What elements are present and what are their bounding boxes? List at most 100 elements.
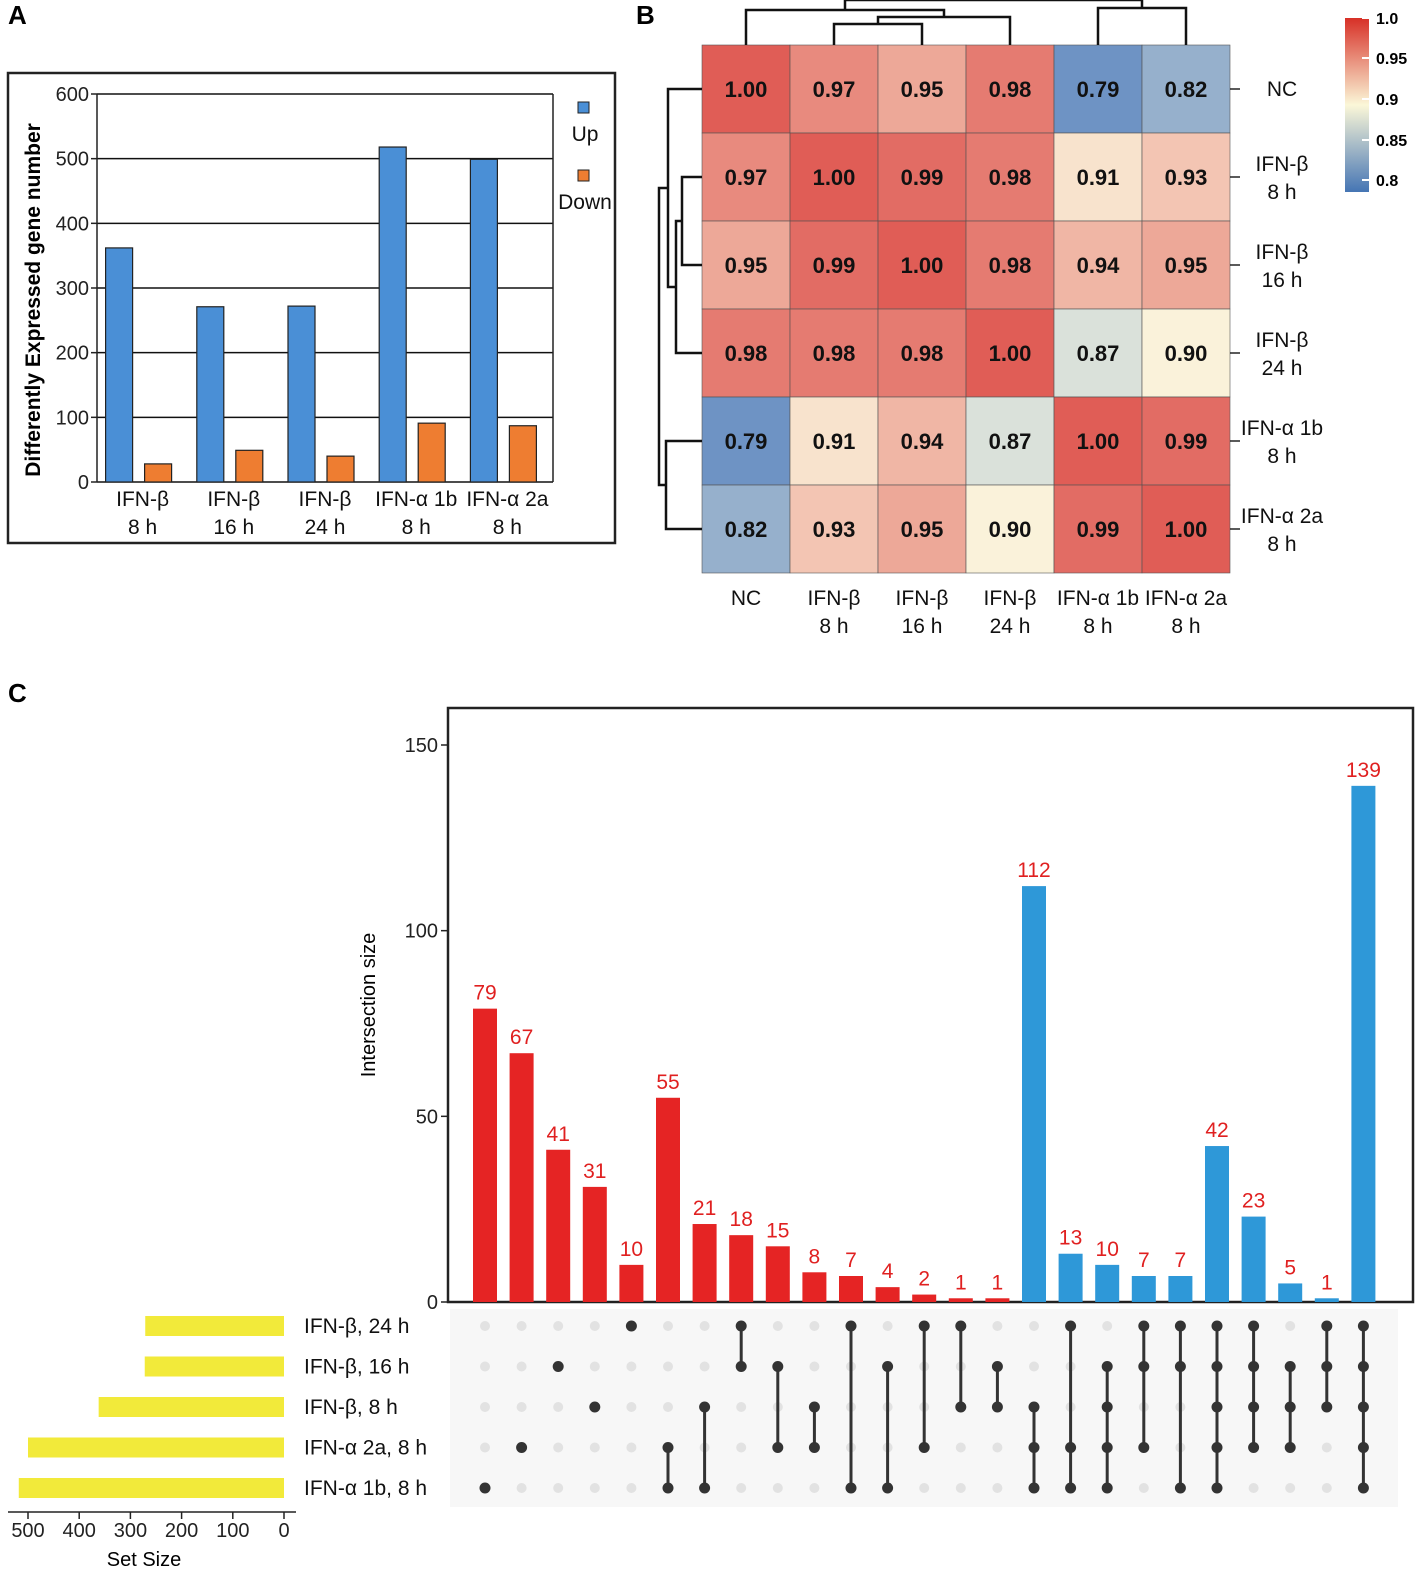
intersection-label: 7 xyxy=(1175,1249,1187,1272)
heatmap-value: 0.97 xyxy=(725,165,768,190)
set-size-axis-label: Set Size xyxy=(107,1549,181,1571)
matrix-dot-empty xyxy=(516,1483,527,1493)
matrix-dot xyxy=(1321,1361,1333,1372)
heatmap-value: 1.00 xyxy=(725,77,768,102)
matrix-dot xyxy=(1357,1442,1369,1453)
matrix-dot xyxy=(625,1320,637,1332)
y-tick-label: 500 xyxy=(56,149,89,171)
matrix-dot xyxy=(552,1361,564,1372)
matrix-dot-empty xyxy=(955,1483,966,1493)
heatmap-cell xyxy=(877,484,967,574)
row-label: 8 h xyxy=(1267,533,1296,556)
intersection-label: 42 xyxy=(1205,1119,1228,1142)
set-size-bar xyxy=(145,1316,284,1336)
row-dendrogram-branch xyxy=(666,87,702,289)
heatmap-value: 0.95 xyxy=(901,517,944,542)
heatmap-value: 0.98 xyxy=(989,77,1032,102)
legend-swatch xyxy=(577,169,590,182)
heatmap-cell xyxy=(965,220,1055,310)
row-dendrogram-branch xyxy=(664,439,702,531)
matrix-dot xyxy=(1138,1320,1150,1332)
heatmap-value: 0.99 xyxy=(813,253,856,278)
matrix-dot xyxy=(1101,1401,1113,1413)
intersection-bar xyxy=(875,1287,900,1302)
intersection-bar xyxy=(1205,1146,1229,1302)
heatmap-cell xyxy=(1053,132,1143,222)
y-axis-label: Differently Expressed gene number xyxy=(22,123,45,477)
matrix-dot xyxy=(1174,1361,1186,1372)
intersection-label: 2 xyxy=(918,1268,930,1291)
intersection-label: 67 xyxy=(510,1026,533,1049)
matrix-dot xyxy=(1211,1442,1223,1453)
heatmap-cell xyxy=(965,132,1055,222)
heatmap-cell xyxy=(1053,308,1143,398)
heatmap-value: 0.91 xyxy=(813,429,856,454)
matrix-dot xyxy=(1101,1482,1113,1494)
matrix-dot-empty xyxy=(589,1483,600,1493)
bar-up xyxy=(287,305,316,483)
matrix-dot-empty xyxy=(1285,1483,1296,1493)
intersection-bar xyxy=(802,1272,827,1302)
x-category-label: 8 h xyxy=(402,516,431,539)
intersection-bar xyxy=(1095,1264,1120,1302)
intersection-label: 7 xyxy=(1138,1249,1150,1272)
bar-up xyxy=(104,247,134,483)
heatmap-cell xyxy=(701,396,791,486)
heatmap-value: 1.00 xyxy=(901,253,944,278)
heatmap-value: 0.87 xyxy=(1077,341,1120,366)
matrix-dot xyxy=(699,1482,711,1494)
y-tick-label: 150 xyxy=(405,735,438,757)
matrix-dot xyxy=(479,1482,491,1494)
heatmap-value: 0.98 xyxy=(901,341,944,366)
row-label: NC xyxy=(1267,78,1297,101)
heatmap-value: 1.00 xyxy=(989,341,1032,366)
matrix-dot-empty xyxy=(809,1321,820,1331)
panel-label-a: A xyxy=(8,0,27,30)
matrix-dot xyxy=(772,1442,784,1453)
matrix-dot-empty xyxy=(992,1321,1003,1331)
heatmap-value: 0.95 xyxy=(1165,253,1208,278)
heatmap-cell xyxy=(789,132,879,222)
bar-chart-a: 0 100 200 300 400 500 600 Differently Expressed… xyxy=(6,71,617,545)
heatmap-value: 0.90 xyxy=(1165,341,1208,366)
x-category-label: IFN-β xyxy=(299,488,352,511)
set-size-tick-label: 0 xyxy=(278,1520,289,1542)
intersection-bar xyxy=(619,1264,644,1302)
panel-label-b: B xyxy=(636,0,655,30)
matrix-dot-empty xyxy=(1102,1321,1113,1331)
intersection-label: 8 xyxy=(809,1245,821,1268)
matrix-dot xyxy=(1174,1482,1186,1494)
matrix-dot-empty xyxy=(1285,1321,1296,1331)
y-axis-label: Intersection size xyxy=(358,933,380,1078)
intersection-label: 21 xyxy=(693,1197,716,1220)
matrix-dot xyxy=(1138,1361,1150,1372)
matrix-dot-empty xyxy=(1248,1483,1259,1493)
row-label: IFN-β xyxy=(1256,329,1309,352)
set-size-bar xyxy=(28,1437,284,1458)
matrix-dot xyxy=(1248,1361,1260,1372)
bar-up xyxy=(378,146,407,483)
heatmap-cell xyxy=(701,484,791,574)
matrix-dot xyxy=(845,1482,857,1494)
matrix-dot xyxy=(882,1482,894,1494)
column-label: NC xyxy=(731,587,761,610)
intersection-bar xyxy=(473,1008,497,1302)
heatmap-cell xyxy=(789,484,879,574)
matrix-dot-empty xyxy=(1321,1483,1332,1493)
column-dendrogram-branch xyxy=(744,8,946,45)
intersection-label: 41 xyxy=(547,1123,570,1146)
x-category-label: IFN-β xyxy=(207,488,260,511)
y-tick-label: 200 xyxy=(56,343,89,365)
legend-label: Up xyxy=(572,123,599,146)
matrix-dot xyxy=(1248,1401,1260,1413)
set-label: IFN-α 2a, 8 h xyxy=(304,1437,427,1460)
matrix-dot xyxy=(735,1361,747,1372)
intersection-bar xyxy=(656,1097,680,1302)
column-dendrogram-branch xyxy=(1096,6,1188,45)
row-label: 16 h xyxy=(1262,269,1303,292)
heatmap-value: 0.93 xyxy=(813,517,856,542)
matrix-dot-empty xyxy=(663,1321,673,1331)
bar-down xyxy=(235,449,264,483)
matrix-dot-empty xyxy=(736,1442,747,1453)
heatmap-cell xyxy=(1141,396,1231,486)
